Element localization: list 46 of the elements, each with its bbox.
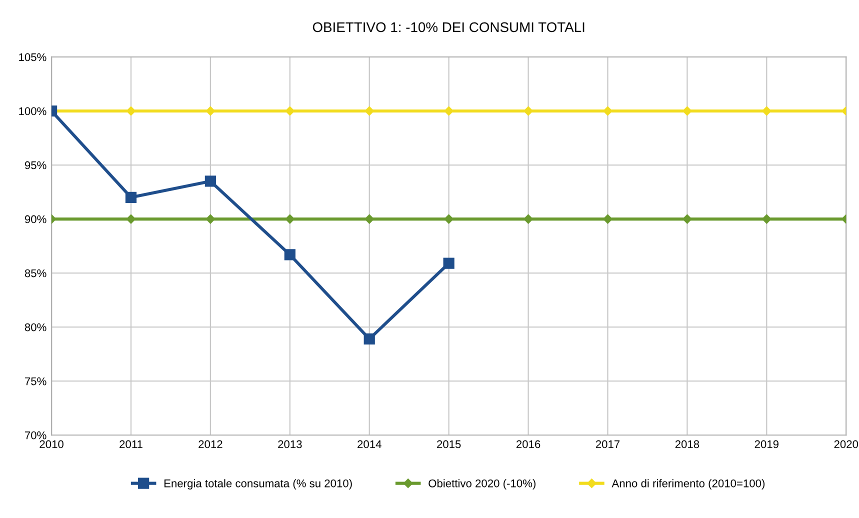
y-tick-label: 75% <box>25 377 46 386</box>
y-tick-label: 70% <box>25 431 46 440</box>
x-tick-label: 2017 <box>596 440 620 448</box>
point <box>206 214 216 224</box>
x-tick-label: 2013 <box>278 440 302 448</box>
x-tick-label: 2014 <box>358 440 382 448</box>
point <box>524 214 533 224</box>
point <box>206 106 216 116</box>
chart-title: OBIETTIVO 1: -10% DEI CONSUMI TOTALI <box>312 22 584 32</box>
legend-label: Energia totale consumata (% su 2010) <box>164 479 352 490</box>
y-tick-label: 100% <box>19 107 46 116</box>
point <box>285 106 295 116</box>
point <box>444 214 454 224</box>
point <box>364 333 375 345</box>
point <box>682 214 692 224</box>
point <box>444 106 454 116</box>
x-tick-label: 2019 <box>754 440 778 448</box>
x-tick-label: 2018 <box>675 440 700 448</box>
y-tick-label: 80% <box>24 323 46 332</box>
y-tick-label: 105% <box>19 53 46 62</box>
point <box>284 249 296 260</box>
point <box>204 176 216 187</box>
x-tick-label: 2016 <box>516 440 540 448</box>
x-tick-label: 2020 <box>834 440 858 448</box>
point <box>682 106 692 116</box>
point <box>285 214 295 224</box>
point <box>524 106 533 116</box>
point <box>762 214 772 224</box>
y-tick-label: 85% <box>24 269 46 278</box>
y-tick-label: 95% <box>24 161 46 170</box>
x-tick-label: 2011 <box>120 440 142 448</box>
legend-label: Anno di riferimento (2010=100) <box>612 479 765 490</box>
point <box>603 214 612 224</box>
point <box>762 106 772 116</box>
point <box>603 106 612 116</box>
point <box>126 214 136 224</box>
point <box>364 106 374 116</box>
point <box>364 214 374 224</box>
y-tick-label: 90% <box>24 215 46 224</box>
point <box>443 258 454 269</box>
point <box>126 106 136 116</box>
legend-label: Obiettivo 2020 (-10%) <box>428 479 536 490</box>
point <box>125 192 137 203</box>
x-tick-label: 2012 <box>198 440 222 448</box>
x-tick-label: 2010 <box>40 440 64 448</box>
x-tick-label: 2015 <box>437 440 461 448</box>
